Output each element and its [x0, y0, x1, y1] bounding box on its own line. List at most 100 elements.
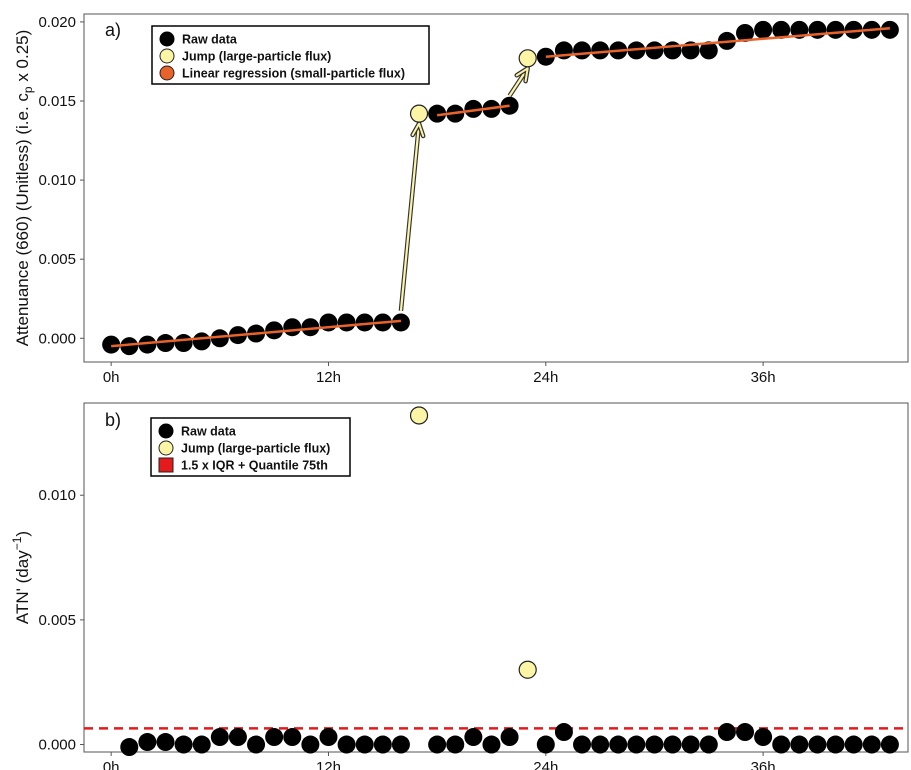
x-tick-label: 24h — [533, 369, 558, 386]
raw-data-point — [808, 735, 827, 754]
raw-data-point — [844, 20, 863, 39]
plot-border — [83, 13, 909, 363]
y-axis-label-tail: ) — [13, 531, 32, 537]
raw-data-point — [192, 735, 211, 754]
raw-data-point — [736, 723, 755, 742]
raw-data-point — [880, 735, 899, 754]
raw-data-point — [862, 735, 881, 754]
raw-data-point — [174, 735, 193, 754]
x-tick-label: 24h — [533, 759, 558, 770]
x-tick-label: 12h — [316, 369, 341, 386]
raw-data-point — [265, 728, 284, 747]
raw-data-point — [156, 334, 175, 353]
raw-data-point — [591, 41, 610, 60]
raw-data-point — [391, 735, 410, 754]
raw-data-point — [663, 41, 682, 60]
raw-data-point — [464, 728, 483, 747]
raw-data-point — [880, 20, 899, 39]
raw-data-point — [301, 735, 320, 754]
panel-label: b) — [105, 410, 121, 430]
legend-label: Raw data — [182, 33, 238, 47]
raw-data-point — [138, 733, 157, 752]
legend-box — [151, 25, 430, 85]
y-tick-label: 0.020 — [38, 14, 76, 31]
raw-data-point — [681, 735, 700, 754]
raw-data-point — [754, 728, 773, 747]
y-tick-label: 0.005 — [38, 612, 76, 629]
raw-data-point — [500, 728, 519, 747]
raw-data-point — [283, 318, 302, 337]
panel-b: 0.000 0.005 0.010 0h 12h 24h 36h ATN' (day−1) b)… — [10, 402, 909, 770]
raw-data-point — [210, 728, 229, 747]
jump-arrow-head — [515, 67, 529, 83]
raw-data-point — [772, 735, 791, 754]
legend: Raw data Jump (large-particle flux) Linear… — [151, 25, 430, 85]
raw-data-point — [699, 41, 718, 60]
legend-box — [150, 417, 351, 477]
y-axis-label-main: ATN' (day — [13, 550, 32, 624]
raw-data-point — [554, 723, 573, 742]
raw-data-point — [699, 735, 718, 754]
x-tick-label: 0h — [103, 759, 120, 770]
raw-data-point — [283, 728, 302, 747]
raw-data-point — [138, 335, 157, 354]
y-tick-label: 0.000 — [38, 737, 76, 754]
regression-line — [111, 319, 402, 348]
raw-data-point — [482, 735, 501, 754]
jump-arrow-shaft — [399, 123, 421, 311]
raw-data-point — [337, 735, 356, 754]
raw-data-point — [102, 335, 121, 354]
legend-key-raw — [159, 31, 175, 47]
y-axis-label: Attenuance (660) (Unitless) (i.e. cp x 0… — [13, 30, 35, 347]
x-tick-label: 36h — [751, 759, 776, 770]
legend-label: Jump (large-particle flux) — [182, 50, 331, 64]
raw-data-point — [428, 104, 447, 123]
raw-data-point — [808, 20, 827, 39]
legend: Raw data Jump (large-particle flux) 1.5 x … — [150, 417, 351, 477]
jump-arrow-head — [411, 122, 425, 137]
raw-data-point — [156, 733, 175, 752]
legend-label: Linear regression (small-particle flux) — [182, 67, 405, 81]
raw-data-point — [120, 738, 139, 757]
legend-key-jump — [158, 440, 174, 456]
raw-data-point — [265, 321, 284, 340]
legend-label: Jump (large-particle flux) — [181, 442, 330, 456]
x-tick-label: 36h — [751, 369, 776, 386]
raw-data-point — [174, 334, 193, 353]
raw-data-point — [192, 332, 211, 351]
raw-data-point — [446, 735, 465, 754]
jump-data-point — [518, 49, 537, 68]
raw-data-point — [754, 20, 773, 39]
y-axis-label-tail: x 0.25) — [13, 30, 32, 87]
raw-data-point — [355, 313, 374, 332]
y-axis-label-main: Attenuance (660) (Unitless) (i.e. c — [13, 93, 32, 347]
jump-data-point — [409, 406, 429, 425]
legend-key-raw — [158, 423, 174, 439]
raw-data-point — [337, 313, 356, 332]
y-axis-label-subscript: p — [21, 86, 35, 93]
y-axis-label: ATN' (day−1) — [10, 531, 32, 624]
jump-data-point — [518, 660, 537, 679]
jump-data-point — [409, 104, 429, 123]
raw-data-point — [120, 337, 139, 356]
legend-key-jump — [159, 48, 175, 64]
panel-label: a) — [105, 20, 121, 40]
raw-data-point — [428, 735, 447, 754]
raw-data-point — [536, 735, 555, 754]
raw-data-point — [391, 313, 410, 332]
y-tick-label: 0.000 — [38, 330, 76, 347]
x-tick-label: 12h — [316, 759, 341, 770]
raw-data-point — [591, 735, 610, 754]
raw-data-point — [844, 735, 863, 754]
legend-label: 1.5 x IQR + Quantile 75th — [181, 459, 328, 473]
raw-data-point — [645, 41, 664, 60]
x-tick-label: 0h — [103, 369, 120, 386]
raw-data-point — [573, 735, 592, 754]
raw-data-point — [627, 735, 646, 754]
raw-data-point — [826, 735, 845, 754]
raw-data-point — [247, 735, 266, 754]
y-tick-label: 0.005 — [38, 251, 76, 268]
regression-line — [436, 104, 510, 117]
panel-a: 0.000 0.005 0.010 0.015 0.020 0h 12h 24h 36h Atte… — [13, 13, 909, 386]
raw-data-point — [736, 23, 755, 42]
